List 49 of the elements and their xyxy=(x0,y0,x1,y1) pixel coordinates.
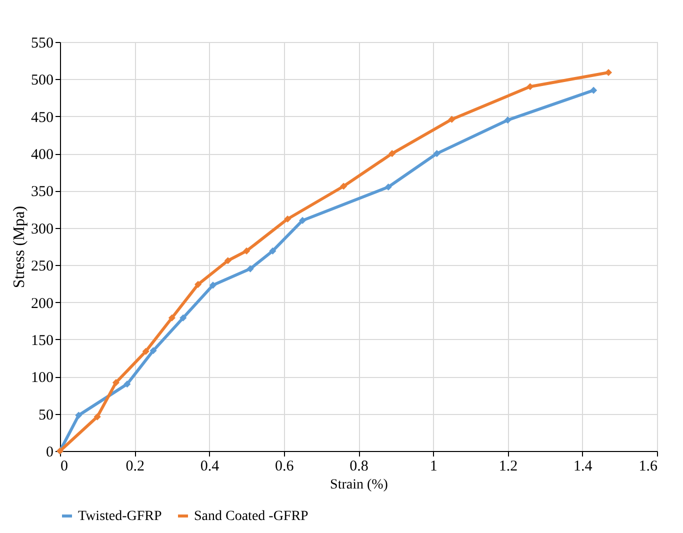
point xyxy=(168,314,176,322)
y-tick-label: 0 xyxy=(46,444,54,460)
point xyxy=(112,379,120,386)
point xyxy=(526,83,534,90)
y-tick-label: 250 xyxy=(31,258,54,275)
y-tick-label: 100 xyxy=(31,370,54,386)
y-tick-label: 300 xyxy=(31,221,54,238)
point xyxy=(246,265,254,272)
point xyxy=(180,314,187,322)
x-tick-label: 0 xyxy=(60,458,68,474)
point xyxy=(224,257,232,264)
point xyxy=(433,150,440,158)
y-tick-label: 50 xyxy=(38,407,54,424)
point xyxy=(340,182,348,190)
y-tick-label: 500 xyxy=(31,72,54,89)
y-axis-title: Stress (Mpa) xyxy=(11,206,28,288)
point xyxy=(142,348,150,355)
point xyxy=(388,150,396,158)
point xyxy=(94,413,101,420)
point xyxy=(209,282,217,289)
point xyxy=(150,347,157,354)
point xyxy=(590,86,598,94)
x-tick-label: 1 xyxy=(430,458,438,474)
x-tick-label: 0.4 xyxy=(200,458,220,474)
x-tick-label: 1.2 xyxy=(498,458,518,474)
point xyxy=(243,247,250,254)
y-tick-label: 400 xyxy=(31,147,54,164)
point xyxy=(269,247,276,254)
y-tick-label: 150 xyxy=(31,332,54,349)
point xyxy=(298,216,306,224)
y-tick-label: 450 xyxy=(31,110,54,126)
point xyxy=(75,412,82,419)
point xyxy=(448,116,456,123)
x-tick-label: 1.6 xyxy=(638,458,658,474)
y-tick-label: 550 xyxy=(31,36,54,52)
point xyxy=(194,280,202,288)
legend-label: Sand Coated -GFRP xyxy=(194,509,309,524)
point xyxy=(384,183,392,191)
point xyxy=(124,380,131,388)
x-tick-label: 1.4 xyxy=(574,458,593,474)
x-tick-label: 0.8 xyxy=(350,458,368,474)
x-axis-title: Strain (%) xyxy=(330,478,388,492)
legend-label: Twisted-GFRP xyxy=(78,509,162,524)
x-tick-label: 0.2 xyxy=(126,458,144,474)
point xyxy=(284,215,292,223)
y-tick-label: 350 xyxy=(31,184,54,200)
point xyxy=(504,116,512,124)
x-tick-label: 0.6 xyxy=(275,458,294,474)
y-tick-label: 200 xyxy=(31,296,54,312)
